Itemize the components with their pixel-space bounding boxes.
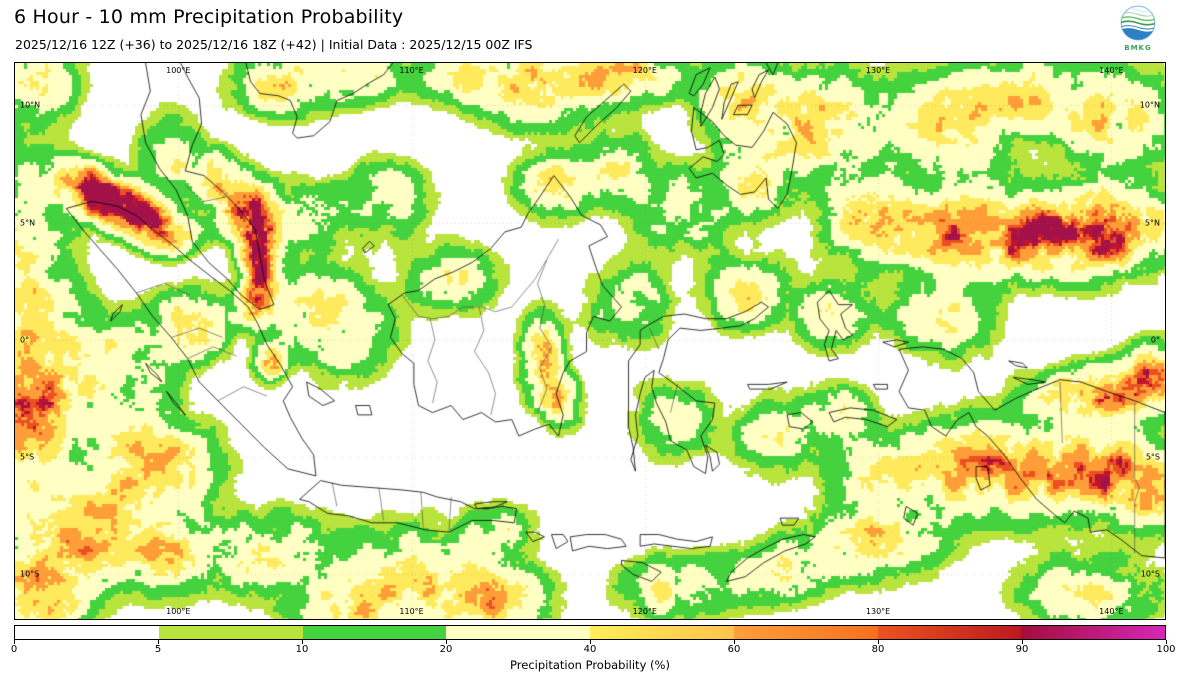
colorbar-tick-label: 60: [727, 644, 741, 655]
colorbar: [14, 625, 1166, 640]
page-title: 6 Hour - 10 mm Precipitation Probability: [14, 6, 404, 28]
colorbar-tick-label: 100: [1156, 644, 1176, 655]
page-subtitle: 2025/12/16 12Z (+36) to 2025/12/16 18Z (…: [15, 37, 533, 52]
bmkg-logo: BMKG: [1114, 4, 1162, 52]
colorbar-tick: [445, 640, 447, 644]
colorbar-tick-label: 0: [10, 644, 18, 655]
colorbar-tick: [1165, 640, 1167, 644]
colorbar-tick: [589, 640, 591, 644]
map-canvas: [15, 63, 1165, 619]
colorbar-tick: [1021, 640, 1023, 644]
map-frame: 100°E 100°E 110°E 110°E 120°E 120°E 130°E 130°E…: [14, 62, 1166, 620]
bmkg-logo-icon: [1120, 5, 1156, 41]
colorbar-segment-90-100: [1021, 626, 1165, 639]
colorbar-tick-label: 40: [583, 644, 597, 655]
colorbar-segment-20-40: [446, 626, 590, 639]
colorbar-tick: [733, 640, 735, 644]
colorbar-segment-60-80: [733, 626, 878, 639]
colorbar-tick: [13, 640, 15, 644]
colorbar-tick-label: 5: [154, 644, 162, 655]
colorbar-segment-40-60: [590, 626, 734, 639]
colorbar-tick-label: 90: [1015, 644, 1029, 655]
colorbar-tick: [877, 640, 879, 644]
colorbar-tick-label: 10: [295, 644, 309, 655]
colorbar-tick-label: 20: [439, 644, 453, 655]
colorbar-segment-10-20: [302, 626, 447, 639]
bmkg-logo-text: BMKG: [1124, 44, 1152, 52]
colorbar-title: Precipitation Probability (%): [510, 658, 670, 672]
colorbar-tick: [301, 640, 303, 644]
colorbar-segment-80-90: [877, 626, 1022, 639]
colorbar-tick-label: 80: [871, 644, 885, 655]
colorbar-segment-0-5: [15, 626, 159, 639]
colorbar-segment-5-10: [158, 626, 303, 639]
colorbar-tick: [157, 640, 159, 644]
